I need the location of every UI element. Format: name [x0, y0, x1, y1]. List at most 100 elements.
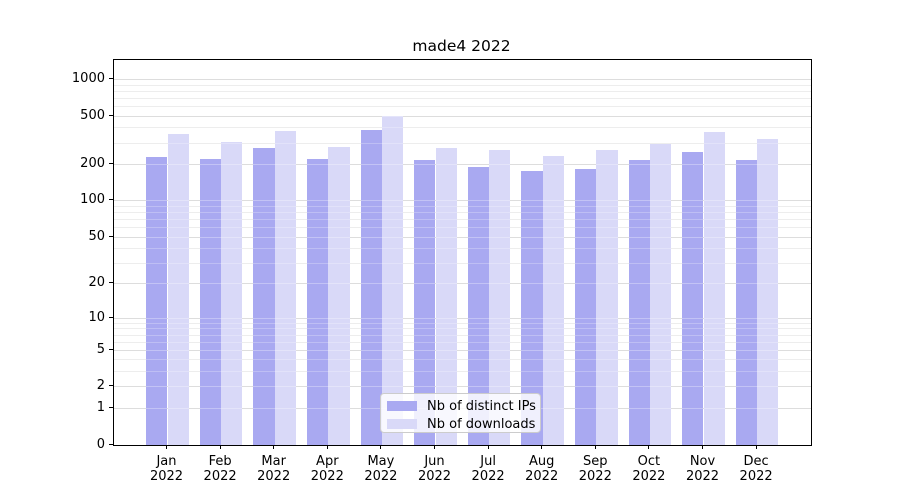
bar-distinct-ips-nov [682, 152, 704, 445]
x-tick-label: Jun 2022 [408, 454, 462, 484]
y-tick-mark [109, 199, 113, 201]
x-tick-year: 2022 [578, 469, 612, 484]
legend-item-distinct-ips: Nb of distinct IPs [387, 397, 536, 415]
bar-downloads-dec [757, 138, 779, 445]
gridline-major [114, 283, 811, 285]
gridline-minor-overlay [114, 359, 811, 361]
bar-distinct-ips-aug [521, 170, 543, 445]
legend-item-downloads: Nb of downloads [387, 415, 536, 433]
gridline-minor-overlay [114, 84, 811, 86]
legend: Nb of distinct IPs Nb of downloads [380, 393, 541, 433]
x-tick-month: Feb [208, 454, 232, 469]
gridline-minor [114, 262, 811, 264]
bar-downloads-nov [703, 132, 725, 445]
gridline-minor-overlay [114, 328, 811, 330]
gridline-minor-overlay [114, 106, 811, 108]
bar-distinct-ips-may [360, 130, 382, 445]
gridline-minor [114, 248, 811, 250]
plot-area [113, 59, 812, 446]
x-tick-year: 2022 [525, 469, 559, 484]
gridline-major [114, 115, 811, 117]
x-tick-year: 2022 [739, 469, 773, 484]
x-tick-month: May [367, 454, 395, 469]
gridline-major-overlay [114, 115, 811, 117]
y-tick-mark [109, 235, 113, 237]
x-tick-year: 2022 [310, 469, 344, 484]
y-tick-label: 50 [88, 228, 105, 244]
chart-title: made4 2022 [412, 37, 511, 55]
x-tick-year: 2022 [685, 469, 720, 484]
gridline-major-overlay [114, 200, 811, 202]
x-tick-mark [487, 445, 489, 449]
gridline-minor-overlay [114, 90, 811, 92]
gridline-minor [114, 334, 811, 336]
gridline-major [114, 163, 811, 165]
y-tick-mark [109, 78, 113, 80]
gridline-major [114, 79, 811, 81]
x-tick-label: Feb 2022 [193, 454, 247, 484]
y-tick-mark [109, 406, 113, 408]
x-tick-mark [380, 445, 382, 449]
x-tick-mark [434, 445, 435, 449]
gridline-minor [114, 84, 811, 86]
bar-distinct-ips-apr [306, 159, 329, 445]
gridline-minor [114, 341, 811, 343]
x-tick-label: Mar 2022 [247, 454, 301, 484]
y-tick-label: 10 [88, 309, 105, 325]
legend-label-downloads: Nb of downloads [427, 416, 536, 432]
gridline-minor-overlay [114, 371, 811, 373]
y-tick-mark [109, 282, 113, 284]
x-tick-month: Jun [424, 454, 445, 469]
gridline-minor [114, 127, 811, 129]
x-tick-label: Oct 2022 [622, 454, 676, 484]
y-tick-label: 2 [96, 378, 105, 394]
gridline-major-overlay [114, 386, 811, 388]
y-tick-mark [109, 385, 113, 387]
gridline-minor [114, 142, 811, 144]
x-tick-mark [755, 445, 757, 449]
gridline-minor-overlay [114, 248, 811, 250]
gridline-minor-overlay [114, 212, 811, 214]
x-tick-year: 2022 [471, 469, 505, 484]
y-tick-mark [109, 114, 113, 116]
y-tick-mark [109, 443, 113, 445]
y-tick-mark [109, 162, 113, 164]
x-tick-month: Apr [316, 454, 339, 469]
gridline-major-overlay [114, 317, 811, 319]
gridline-minor [114, 205, 811, 207]
gridline-minor [114, 219, 811, 221]
y-tick-label: 100 [80, 192, 105, 208]
x-tick-mark [326, 445, 328, 449]
gridline-major-overlay [114, 79, 811, 81]
legend-label-distinct-ips: Nb of distinct IPs [427, 398, 536, 414]
bar-downloads-sep [596, 150, 618, 445]
gridline-minor-overlay [114, 127, 811, 129]
bar-distinct-ips-sep [574, 169, 597, 445]
bar-downloads-feb [221, 142, 243, 445]
gridline-minor [114, 97, 811, 99]
x-tick-year: 2022 [257, 469, 291, 484]
gridline-minor-overlay [114, 97, 811, 99]
bar-downloads-jun [435, 147, 457, 445]
x-tick-mark [541, 445, 543, 449]
y-tick-label: 1000 [71, 71, 105, 87]
bar-distinct-ips-mar [253, 148, 275, 445]
gridline-minor-overlay [114, 341, 811, 343]
gridline-minor [114, 90, 811, 92]
gridline-major [114, 236, 811, 238]
gridline-major-overlay [114, 283, 811, 285]
y-tick-mark [109, 348, 113, 350]
bar-downloads-may [381, 116, 404, 445]
x-tick-month: Aug [528, 454, 555, 469]
gridline-minor [114, 212, 811, 214]
y-tick-label: 0 [96, 436, 105, 452]
x-tick-mark [648, 445, 650, 449]
bar-distinct-ips-jan [146, 157, 168, 445]
gridline-minor-overlay [114, 227, 811, 229]
gridline-major [114, 349, 811, 351]
x-tick-year: 2022 [632, 469, 666, 484]
x-tick-label: Apr 2022 [300, 454, 354, 484]
y-tick-label: 500 [80, 107, 105, 123]
bar-downloads-aug [542, 156, 565, 445]
